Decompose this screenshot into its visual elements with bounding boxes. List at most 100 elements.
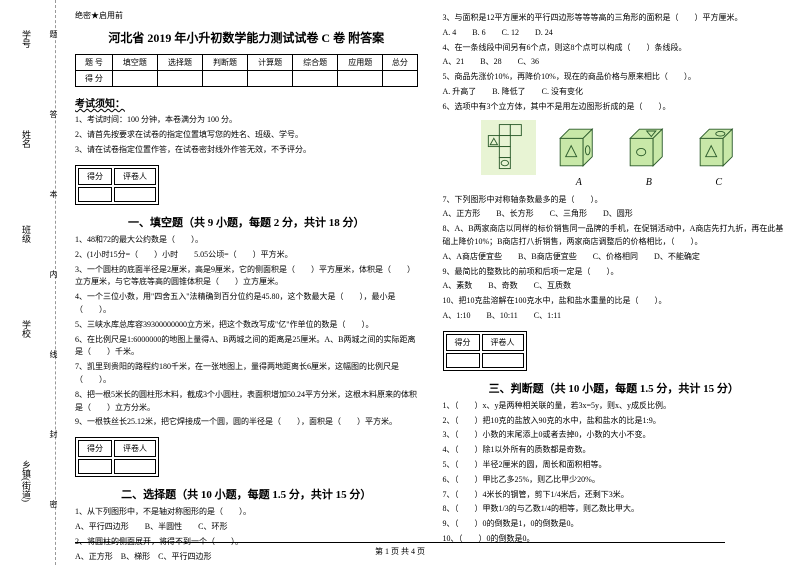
td-blank bbox=[112, 71, 157, 87]
footer-rule bbox=[75, 542, 725, 543]
s1-q2: 2、(1小时15分=（ ）小时 5.05公顷=（ ）平方米。 bbox=[75, 249, 418, 262]
s2-q5: 5、商品先涨价10%，再降价10%，现在的商品价格与原来相比（ ）。 bbox=[443, 71, 786, 84]
td-blank bbox=[338, 71, 383, 87]
page-number: 第 1 页 共 4 页 bbox=[375, 547, 425, 556]
s1-q8: 8、把一根5米长的圆柱形木料，截成3个小圆柱，表面积增加50.24平方分米，这根… bbox=[75, 389, 418, 415]
dash-text-0: 题 bbox=[48, 30, 59, 38]
s2-q6: 6、选项中有3个立方体，其中不是用左边图形折成的是（ ）。 bbox=[443, 101, 786, 114]
td-score-label: 得 分 bbox=[76, 71, 113, 87]
cube-c: C bbox=[691, 120, 746, 188]
sb-score: 得分 bbox=[446, 334, 480, 351]
s2-q3-opts: A. 4 B. 6 C. 12 D. 24 bbox=[443, 27, 786, 40]
section2-score-box: 得分评卷人 bbox=[75, 437, 159, 477]
sb-grader: 评卷人 bbox=[114, 168, 156, 185]
s2-q9-opts: A、素数 B、奇数 C、互质数 bbox=[443, 280, 786, 293]
cube-a-icon bbox=[551, 120, 606, 175]
net-icon bbox=[481, 120, 536, 175]
s2-q4-opts: A、21 B、28 C、36 bbox=[443, 56, 786, 69]
th-app: 应用题 bbox=[338, 55, 383, 71]
binding-margin: 学号 姓名 班级 学校 乡镇(街道) 题 答 本 内 线 封 密 bbox=[0, 0, 70, 565]
th-total: 总分 bbox=[383, 55, 417, 71]
s2-q1: 1、从下列图形中，不是轴对称图形的是（ ）。 bbox=[75, 506, 418, 519]
th-choice: 选择题 bbox=[157, 55, 202, 71]
s3-q3: 3、（ ）小数的末尾添上0或者去掉0，小数的大小不变。 bbox=[443, 429, 786, 442]
th-calc: 计算题 bbox=[248, 55, 293, 71]
sb-grader: 评卷人 bbox=[114, 440, 156, 457]
notice-title: 考试须知： bbox=[75, 95, 418, 110]
s3-q9: 9、（ ）0的倒数是1，0的倒数是0。 bbox=[443, 518, 786, 531]
s3-q5: 5、（ ）半径2厘米的圆，周长和面积相等。 bbox=[443, 459, 786, 472]
left-column: 绝密★启用前 河北省 2019 年小升初数学能力测试试卷 C 卷 附答案 题 号… bbox=[75, 10, 418, 565]
td-blank bbox=[383, 71, 417, 87]
section1-title: 一、填空题（共 9 小题，每题 2 分，共计 18 分） bbox=[75, 214, 418, 230]
td-blank bbox=[293, 71, 338, 87]
dash-text-4: 线 bbox=[48, 350, 59, 358]
s1-q1: 1、48和72的最大公约数是（ ）。 bbox=[75, 234, 418, 247]
s2-q7-opts: A、正方形 B、长方形 C、三角形 D、圆形 bbox=[443, 208, 786, 221]
s1-q9: 9、一根铁丝长25.12米，把它焊接成一个圆，圆的半径是（ ），面积是（ ）平方… bbox=[75, 416, 418, 429]
sb-score: 得分 bbox=[78, 168, 112, 185]
s2-q9: 9、最简比的整数比的前项和后项一定是（ ）。 bbox=[443, 266, 786, 279]
s2-q8-opts: A、A商店便宜些 B、B商店便宜些 C、价格相同 D、不能确定 bbox=[443, 251, 786, 264]
dash-text-5: 封 bbox=[48, 430, 59, 438]
s1-q4: 4、一个三位小数，用"四舍五入"法精确到百分位约是45.80，这个数最大是（ ）… bbox=[75, 291, 418, 317]
s3-q1: 1、（ ）x、y是两种相关联的量，若3x=5y，则x、y成反比例。 bbox=[443, 400, 786, 413]
section1-score-box: 得分评卷人 bbox=[75, 165, 159, 205]
section3-title: 三、判断题（共 10 小题，每题 1.5 分，共计 15 分） bbox=[443, 380, 786, 396]
s1-q5: 5、三峡水库总库容39300000000立方米，把这个数改写成"亿"作单位的数是… bbox=[75, 319, 418, 332]
dash-text-3: 内 bbox=[48, 270, 59, 278]
cube-b: B bbox=[621, 120, 676, 188]
th-judge: 判断题 bbox=[203, 55, 248, 71]
cube-diagram-row: A B bbox=[443, 120, 786, 188]
margin-label-school: 学校 bbox=[20, 320, 33, 338]
dash-text-2: 本 bbox=[48, 190, 59, 198]
margin-label-name: 姓名 bbox=[20, 130, 33, 148]
dash-text-1: 答 bbox=[48, 110, 59, 118]
td-blank bbox=[248, 71, 293, 87]
cube-b-icon bbox=[621, 120, 676, 175]
s3-q8: 8、（ ）甲数1/3的与乙数1/4的相等，则乙数比甲大。 bbox=[443, 503, 786, 516]
s1-q6: 6、在比例尺是1:6000000的地图上量得A、B两城之间的距离是25厘米。A、… bbox=[75, 334, 418, 360]
margin-label-id: 学号 bbox=[20, 30, 33, 48]
td-blank bbox=[157, 71, 202, 87]
s2-q4: 4、在一条线段中间另有6个点，则这8个点可以构成（ ）条线段。 bbox=[443, 42, 786, 55]
sb-blank bbox=[114, 187, 156, 202]
cube-a-label: A bbox=[551, 177, 606, 188]
notice-1: 1、考试时间：100 分钟，本卷满分为 100 分。 bbox=[75, 114, 418, 126]
sb-blank bbox=[114, 459, 156, 474]
th-num: 题 号 bbox=[76, 55, 113, 71]
sb-blank bbox=[482, 353, 524, 368]
section3-score-box: 得分评卷人 bbox=[443, 331, 527, 371]
notice-3: 3、请在试卷指定位置作答，在试卷密封线外作答无效，不予评分。 bbox=[75, 144, 418, 156]
s1-q7: 7、凯里到贵阳的路程约180千米，在一张地图上，量得两地距离长6厘米，这幅图的比… bbox=[75, 361, 418, 387]
th-fill: 填空题 bbox=[112, 55, 157, 71]
right-column: 3、与面积是12平方厘米的平行四边形等等等高的三角形的面积是（ ）平方厘米。 A… bbox=[443, 10, 786, 565]
s2-q8: 8、A、B两家商店以同样的标价销售同一品牌的手机，在促销活动中，A商店先打九折，… bbox=[443, 223, 786, 249]
section2-title: 二、选择题（共 10 小题，每题 1.5 分，共计 15 分） bbox=[75, 486, 418, 502]
dash-text-6: 密 bbox=[48, 500, 59, 508]
s3-q2: 2、（ ）把10克的盐放入90克的水中，盐和盐水的比是1:9。 bbox=[443, 415, 786, 428]
s2-q10-opts: A、1:10 B、10:11 C、1:11 bbox=[443, 310, 786, 323]
sb-blank bbox=[78, 187, 112, 202]
s3-q7: 7、（ ）4米长的钢管，剪下1/4米后，还剩下3米。 bbox=[443, 489, 786, 502]
sb-blank bbox=[446, 353, 480, 368]
sb-grader: 评卷人 bbox=[482, 334, 524, 351]
sb-score: 得分 bbox=[78, 440, 112, 457]
margin-label-class: 班级 bbox=[20, 225, 33, 243]
margin-label-town: 乡镇(街道) bbox=[20, 460, 33, 502]
cube-c-icon bbox=[691, 120, 746, 175]
s2-q7: 7、下列图形中对称轴条数最多的是（ ）。 bbox=[443, 194, 786, 207]
seal-dash-line bbox=[55, 0, 56, 565]
notice-2: 2、请首先按要求在试卷的指定位置填写您的姓名、班级、学号。 bbox=[75, 129, 418, 141]
td-blank bbox=[203, 71, 248, 87]
cube-c-label: C bbox=[691, 177, 746, 188]
page-content: 绝密★启用前 河北省 2019 年小升初数学能力测试试卷 C 卷 附答案 题 号… bbox=[75, 10, 785, 565]
s2-q5-opts: A. 升高了 B. 降低了 C. 没有变化 bbox=[443, 86, 786, 99]
confidential-mark: 绝密★启用前 bbox=[75, 10, 418, 21]
cube-net bbox=[481, 120, 536, 188]
cube-a: A bbox=[551, 120, 606, 188]
sb-blank bbox=[78, 459, 112, 474]
exam-title: 河北省 2019 年小升初数学能力测试试卷 C 卷 附答案 bbox=[75, 29, 418, 46]
s2-q1-opts: A、平行四边形 B、半圆性 C、环形 bbox=[75, 521, 418, 534]
score-summary-table: 题 号 填空题 选择题 判断题 计算题 综合题 应用题 总分 得 分 bbox=[75, 54, 418, 87]
